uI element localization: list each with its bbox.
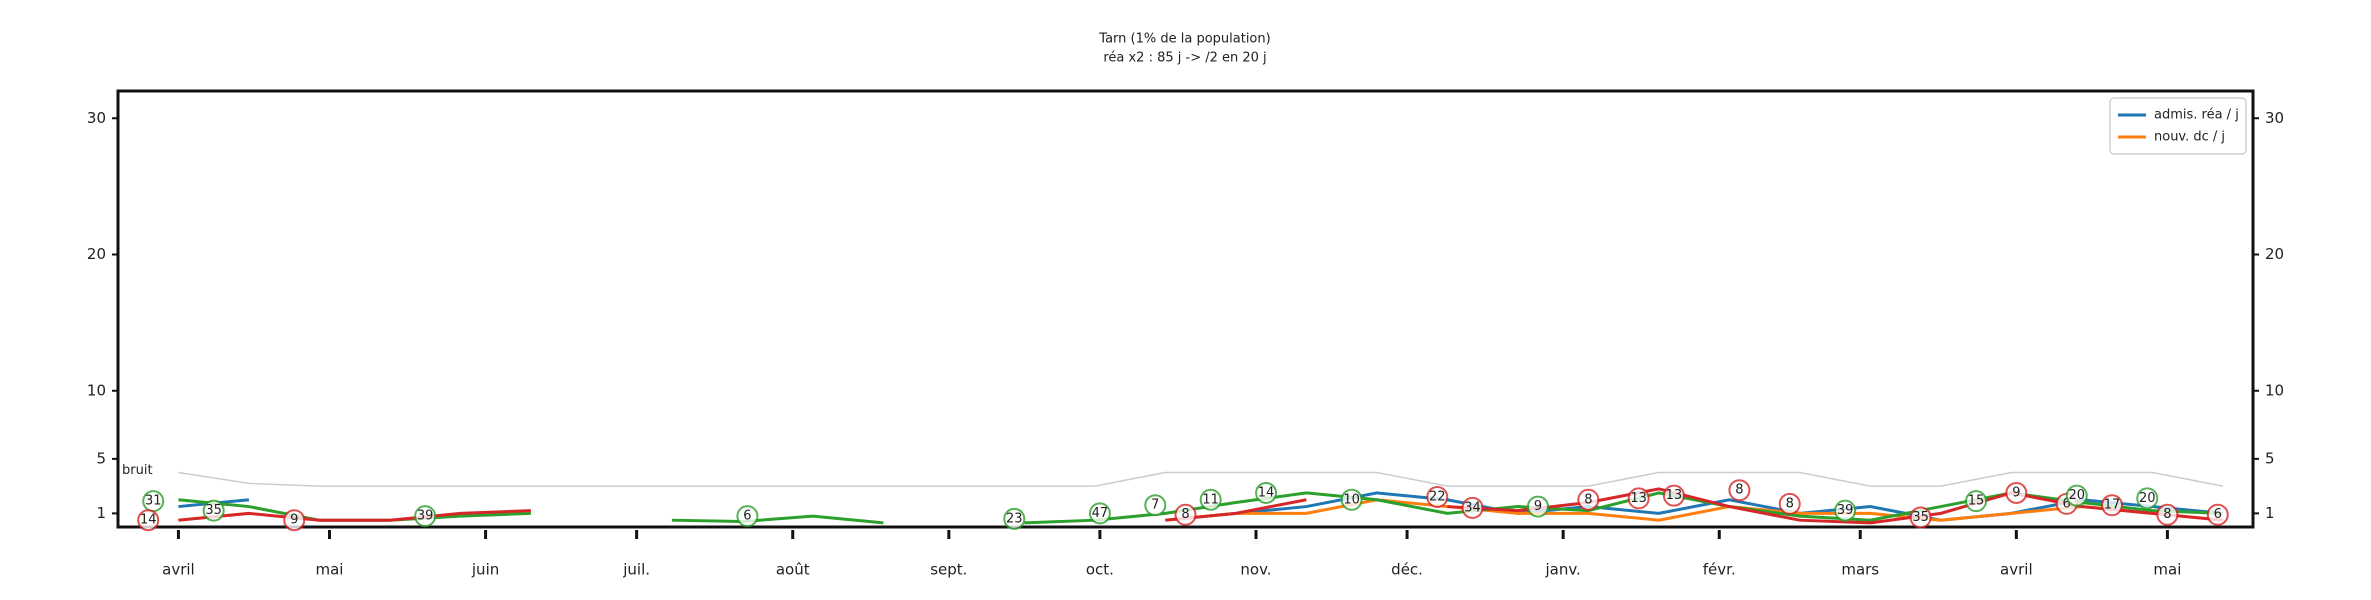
series-line [1447, 487, 2223, 525]
annotation-label: 23 [1006, 511, 1023, 526]
annotation-label: 13 [1630, 491, 1647, 506]
annotation-label: 8 [1735, 483, 1743, 498]
annotation-marker [1965, 490, 1988, 513]
y2-tick-label: 5 [2265, 449, 2275, 467]
series-line [671, 514, 884, 525]
annotation-marker [1778, 492, 1801, 515]
annotation-label: 39 [417, 509, 434, 524]
x-tick-label: juil. [622, 561, 650, 579]
annotation-marker [2065, 484, 2088, 507]
x-tick-label: nov. [1240, 561, 1271, 579]
y2-tick-label: 30 [2265, 109, 2284, 127]
annotation-label: 6 [2214, 507, 2222, 522]
annotation-marker [1088, 502, 1111, 525]
annotation-label: 39 [1837, 503, 1854, 518]
annotation-marker [1627, 487, 1650, 510]
annotation-label: 15 [1968, 494, 1985, 509]
x-tick-label: juin [471, 561, 499, 579]
annotation-label: 35 [1912, 510, 1929, 525]
annotation-label: 8 [1786, 496, 1794, 511]
annotation-marker [283, 509, 306, 532]
x-tick-label: janv. [1544, 561, 1580, 579]
annotation-label: 20 [2068, 488, 2085, 503]
noise-label: bruit [122, 463, 153, 478]
annotation-marker [1426, 486, 1449, 509]
annotation-label: 34 [1464, 500, 1481, 515]
y-tick-label: 1 [96, 504, 106, 522]
annotation-marker [2156, 503, 2179, 526]
x-tick-label: avril [2000, 561, 2033, 579]
x-tick-label: févr. [1703, 561, 1736, 579]
annotation-marker [1461, 496, 1484, 519]
x-tick-label: mai [2153, 561, 2181, 579]
annotation-marker [1728, 479, 1751, 502]
annotation-marker [1340, 488, 1363, 511]
x-tick-label: sept. [930, 561, 967, 579]
y-tick-label: 10 [87, 381, 106, 399]
x-tick-label: avril [162, 561, 195, 579]
annotation-marker [736, 505, 759, 528]
series-line [178, 509, 531, 522]
annotation-marker [202, 499, 225, 522]
annotation-marker [1662, 484, 1685, 507]
annotation-marker [1144, 494, 1167, 517]
annotation-marker [1526, 495, 1549, 518]
annotation-label: 22 [1429, 490, 1446, 505]
x-tick-label: mai [315, 561, 343, 579]
annotation-label: 11 [1202, 492, 1219, 507]
annotation-marker [2101, 494, 2124, 517]
annotation-marker [137, 509, 160, 532]
annotation-label: 7 [1151, 498, 1159, 513]
legend-label: admis. réa / j [2154, 108, 2239, 123]
annotation-label: 13 [1666, 488, 1683, 503]
annotation-label: 20 [2139, 491, 2156, 506]
legend-box [2109, 97, 2247, 155]
annotation-label: 6 [743, 509, 751, 524]
series-line [178, 471, 2223, 487]
annotation-marker [1199, 488, 1222, 511]
y2-tick-label: 20 [2265, 245, 2284, 263]
annotation-label: 9 [290, 513, 298, 528]
chart-subtitle: réa x2 : 85 j -> /2 en 20 j [1103, 51, 1266, 66]
annotation-label: 35 [205, 503, 222, 518]
annotation-label: 6 [2063, 496, 2071, 511]
plot-frame [116, 89, 2255, 529]
annotation-label: 8 [1584, 492, 1592, 507]
series-line [1165, 498, 2223, 522]
annotation-marker [2206, 503, 2229, 526]
annotation-label: 17 [2104, 498, 2121, 513]
annotation-marker [1577, 488, 1600, 511]
y-tick-label: 30 [87, 109, 106, 127]
annotation-marker [2136, 487, 2159, 510]
y-tick-label: 5 [96, 449, 106, 467]
annotation-marker [1003, 507, 1026, 530]
annotation-label: 8 [1181, 507, 1189, 522]
annotation-marker [1834, 499, 1857, 522]
annotation-label: 47 [1092, 506, 1109, 521]
annotation-label: 31 [145, 494, 162, 509]
annotation-label: 8 [2163, 507, 2171, 522]
legend-label: nouv. dc / j [2154, 130, 2225, 145]
x-tick-label: oct. [1086, 561, 1114, 579]
chart-title: Tarn (1% de la population) [1098, 32, 1270, 47]
y2-tick-label: 1 [2265, 504, 2275, 522]
annotation-marker [414, 505, 437, 528]
x-tick-label: août [776, 561, 810, 579]
x-tick-label: mars [1841, 561, 1879, 579]
annotation-marker [1909, 506, 1932, 529]
annotation-marker [2005, 481, 2028, 504]
annotation-label: 9 [2012, 485, 2020, 500]
annotation-label: 14 [1258, 485, 1275, 500]
annotation-marker [1174, 503, 1197, 526]
annotation-label: 10 [1343, 492, 1360, 507]
annotation-label: 14 [140, 513, 157, 528]
annotation-marker [1255, 481, 1278, 504]
x-tick-label: déc. [1391, 561, 1423, 579]
y2-tick-label: 10 [2265, 381, 2284, 399]
y-tick-label: 20 [87, 245, 106, 263]
annotation-label: 9 [1534, 499, 1542, 514]
